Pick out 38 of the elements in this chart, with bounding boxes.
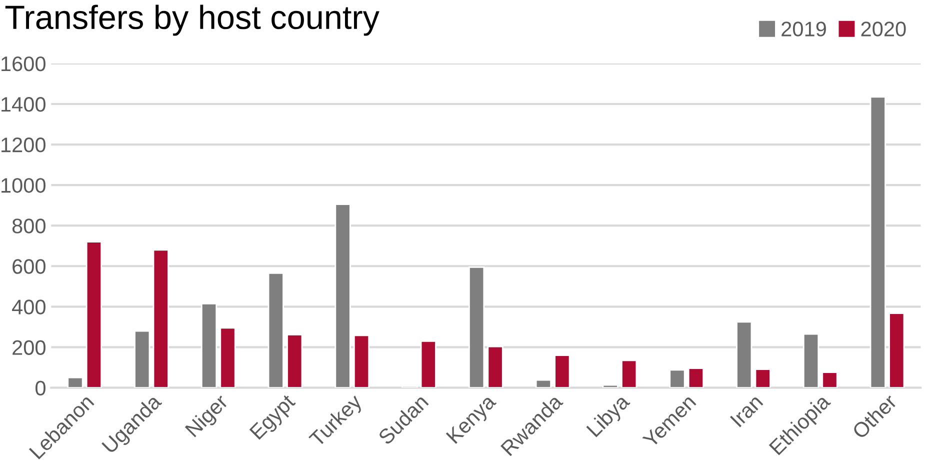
bar: [621, 360, 638, 388]
y-tick-label: 1000: [2, 178, 46, 193]
y-tick-label: 400: [12, 300, 46, 314]
bar: [870, 96, 886, 388]
bar: [736, 321, 752, 388]
bar: [554, 354, 570, 388]
bar: [353, 334, 370, 388]
bar: [86, 241, 102, 388]
y-tick-label: 800: [12, 218, 46, 234]
bar: [334, 204, 351, 388]
bar: [754, 368, 771, 388]
bar: [286, 334, 303, 388]
chart-title: Transfers by host country: [5, 4, 380, 36]
y-tick-label: 200: [12, 340, 46, 355]
bar: [134, 330, 150, 388]
legend-label: 2020: [861, 22, 906, 36]
bar: [888, 312, 905, 388]
bar: [688, 368, 704, 388]
y-tick-label: 1200: [2, 138, 46, 152]
y-tick-label: 1400: [2, 96, 46, 112]
bar: [822, 372, 838, 388]
bar: [220, 327, 236, 388]
bar: [487, 346, 504, 388]
y-tick-label: 0: [36, 380, 46, 396]
bar: [152, 249, 169, 388]
legend-label: 2019: [782, 22, 826, 36]
bar: [535, 379, 552, 388]
bar: [268, 272, 284, 388]
y-tick-label: 600: [12, 259, 46, 274]
x-tick-label: Iran: [730, 394, 764, 428]
bar: [200, 302, 218, 388]
bar: [468, 266, 485, 388]
bar: [802, 333, 820, 388]
bar: [602, 384, 618, 388]
bar: [67, 376, 84, 388]
bar: [669, 369, 686, 388]
y-tick-label: 1600: [2, 56, 46, 72]
bar: [420, 340, 436, 388]
